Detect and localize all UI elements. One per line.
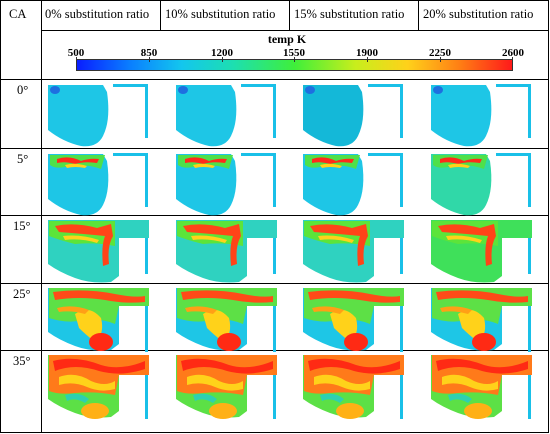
grid-line <box>160 1 161 30</box>
contour-svg <box>176 355 277 419</box>
contour-svg <box>176 153 276 216</box>
column-header-20: 20% substitution ratio <box>423 7 534 21</box>
contour-svg <box>48 84 148 147</box>
colorbar-tick-label: 2250 <box>429 47 451 59</box>
contour-svg <box>176 84 276 147</box>
contour-svg <box>48 288 149 352</box>
colorbar-tick-label: 1200 <box>211 47 233 59</box>
contour-image <box>300 284 406 354</box>
contour-svg <box>431 153 531 216</box>
contour-image <box>428 216 534 286</box>
contour-image <box>173 216 279 286</box>
contour-svg <box>176 288 277 352</box>
row-label-35deg: 35° <box>13 354 31 368</box>
contour-svg <box>303 220 404 283</box>
contour-svg <box>48 220 149 283</box>
contour-svg <box>431 288 532 352</box>
contour-image <box>300 149 406 219</box>
contour-image <box>173 284 279 354</box>
row-label-25deg: 25° <box>13 287 31 301</box>
colorbar-tick <box>222 57 223 62</box>
grid-line <box>1 148 548 149</box>
column-header-10: 10% substitution ratio <box>165 7 276 21</box>
contour-svg <box>431 84 531 147</box>
grid-line <box>289 1 290 30</box>
colorbar-tick-label: 2600 <box>502 47 524 59</box>
contour-image <box>428 284 534 354</box>
contour-image <box>428 149 534 219</box>
grid-line <box>1 79 548 80</box>
colorbar-tick <box>367 57 368 62</box>
contour-svg <box>431 220 532 283</box>
contour-image <box>173 351 279 421</box>
contour-svg <box>303 84 403 147</box>
contour-svg <box>176 220 277 283</box>
colorbar-tick-label: 1550 <box>283 47 305 59</box>
colorbar-tick-label: 850 <box>140 47 158 59</box>
contour-image <box>45 216 151 286</box>
contour-image <box>428 351 534 421</box>
column-header-15: 15% substitution ratio <box>294 7 405 21</box>
colorbar-tick <box>149 57 150 62</box>
contour-svg <box>48 153 148 216</box>
colorbar <box>76 57 513 71</box>
contour-svg <box>303 355 404 419</box>
grid-line <box>418 1 419 30</box>
grid-line <box>41 30 548 31</box>
corner-label: CA <box>9 7 27 21</box>
colorbar-tick <box>76 57 77 62</box>
contour-image <box>173 80 279 150</box>
contour-image <box>45 284 151 354</box>
grid-line <box>1 215 548 216</box>
colorbar-title: temp K <box>267 32 307 46</box>
row-label-5deg: 5° <box>17 152 29 166</box>
grid-line <box>41 1 42 432</box>
contour-image <box>45 149 151 219</box>
contour-svg <box>303 153 403 216</box>
contour-svg <box>303 288 404 352</box>
colorbar-tick-label: 500 <box>67 47 85 59</box>
contour-image <box>300 351 406 421</box>
contour-image <box>45 351 151 421</box>
contour-image <box>428 80 534 150</box>
colorbar-tick <box>294 57 295 62</box>
row-label-15deg: 15° <box>13 219 31 233</box>
grid-line <box>1 283 548 284</box>
colorbar-tick <box>512 57 513 62</box>
contour-image <box>300 80 406 150</box>
column-header-0: 0% substitution ratio <box>45 7 150 21</box>
colorbar-tick <box>440 57 441 62</box>
contour-image <box>45 80 151 150</box>
contour-svg <box>431 355 532 419</box>
row-label-0deg: 0° <box>17 83 29 97</box>
contour-svg <box>48 355 149 419</box>
contour-image <box>173 149 279 219</box>
contour-image <box>300 216 406 286</box>
colorbar-tick-label: 1900 <box>356 47 378 59</box>
